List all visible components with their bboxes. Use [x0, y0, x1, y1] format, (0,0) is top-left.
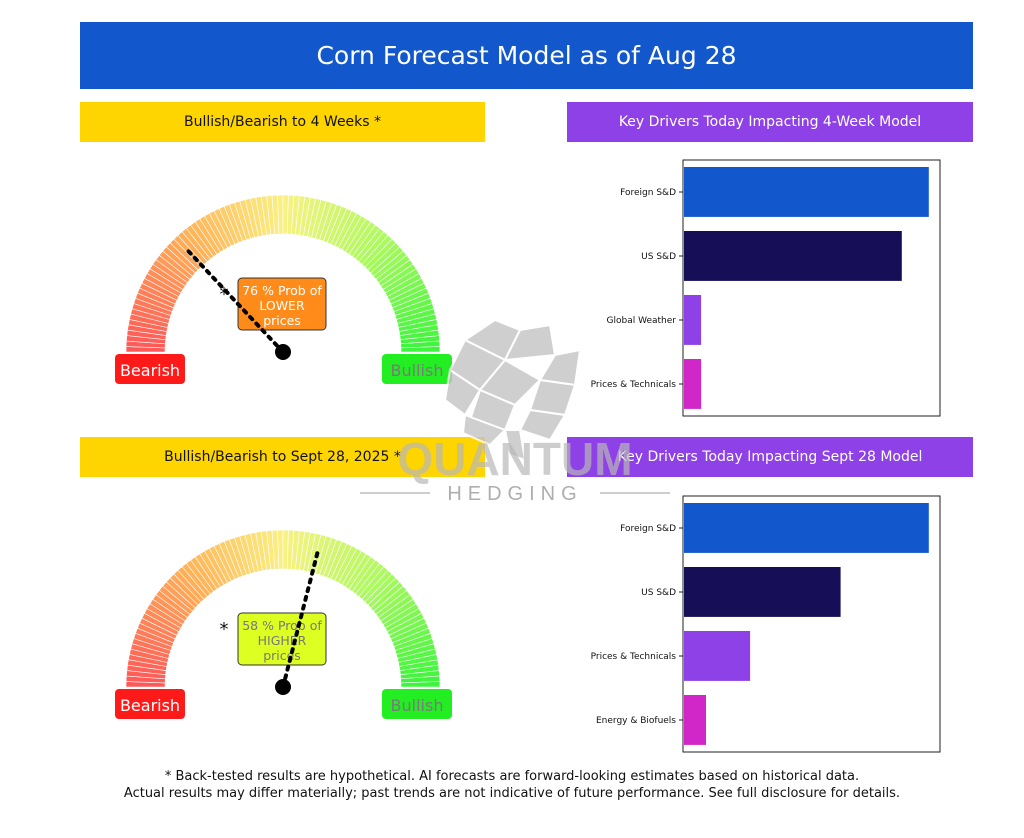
- gauge-pivot: [275, 679, 291, 695]
- bearish-badge: [115, 689, 185, 719]
- bar-3: [684, 695, 706, 745]
- y-tick-label-3: Energy & Biofuels: [596, 716, 676, 726]
- bar-1: [684, 567, 841, 617]
- gauge-pivot: [275, 344, 291, 360]
- bar-3: [684, 359, 702, 409]
- y-tick-label-1: US S&D: [641, 252, 676, 262]
- bearish-label: Bearish: [120, 361, 180, 380]
- disclaimer: * Back-tested results are hypothetical. …: [0, 768, 1024, 802]
- gauge-sep-header: Bullish/Bearish to Sept 28, 2025 *: [80, 437, 485, 477]
- footnote-asterisk: *: [220, 619, 229, 640]
- bar-2: [684, 631, 751, 681]
- y-tick-label-0: Foreign S&D: [620, 188, 676, 198]
- gauge-needle: [185, 247, 285, 354]
- footnote-asterisk: *: [220, 284, 229, 305]
- y-tick-label-1: US S&D: [641, 588, 676, 598]
- probability-line1: 58 % Prob of: [242, 618, 322, 633]
- y-tick-label-2: Global Weather: [607, 316, 677, 326]
- drivers-sep-chart: Foreign S&D US S&D Prices & Technicals Ener…: [591, 495, 941, 753]
- probability-line1: 76 % Prob of: [242, 283, 322, 298]
- y-tick-label-3: Prices & Technicals: [591, 380, 677, 390]
- probability-line2: LOWER: [259, 298, 305, 313]
- disclaimer-line2: Actual results may differ materially; pa…: [123, 786, 901, 801]
- bearish-label: Bearish: [120, 696, 180, 715]
- page-title: Corn Forecast Model as of Aug 28: [80, 22, 973, 89]
- bullish-label: Bullish: [391, 696, 444, 715]
- gauge-segment: [400, 681, 441, 688]
- probability-line3: prices: [263, 648, 301, 663]
- gauge-needle: [281, 549, 320, 689]
- y-tick-label-0: Foreign S&D: [620, 524, 676, 534]
- bullish-label: Bullish: [391, 361, 444, 380]
- disclaimer-line1: * Back-tested results are hypothetical. …: [164, 769, 860, 784]
- bullish-badge: [382, 354, 452, 384]
- probability-line3: prices: [263, 313, 301, 328]
- bar-0: [684, 167, 929, 217]
- bullish-badge: [382, 689, 452, 719]
- drivers-4wk-chart: Foreign S&D US S&D Global Weather Prices & …: [591, 159, 941, 417]
- gauge-segment: [400, 346, 441, 353]
- y-tick-label-2: Prices & Technicals: [591, 652, 677, 662]
- gauge-4wk-header: Bullish/Bearish to 4 Weeks *: [80, 102, 485, 142]
- drivers-4wk-header: Key Drivers Today Impacting 4-Week Model: [567, 102, 973, 142]
- probability-line2: HIGHER: [258, 633, 307, 648]
- bar-0: [684, 503, 929, 553]
- bar-1: [684, 231, 902, 281]
- bar-2: [684, 295, 702, 345]
- drivers-sep-header: Key Drivers Today Impacting Sept 28 Mode…: [567, 437, 973, 477]
- bearish-badge: [115, 354, 185, 384]
- probability-box: [237, 612, 327, 666]
